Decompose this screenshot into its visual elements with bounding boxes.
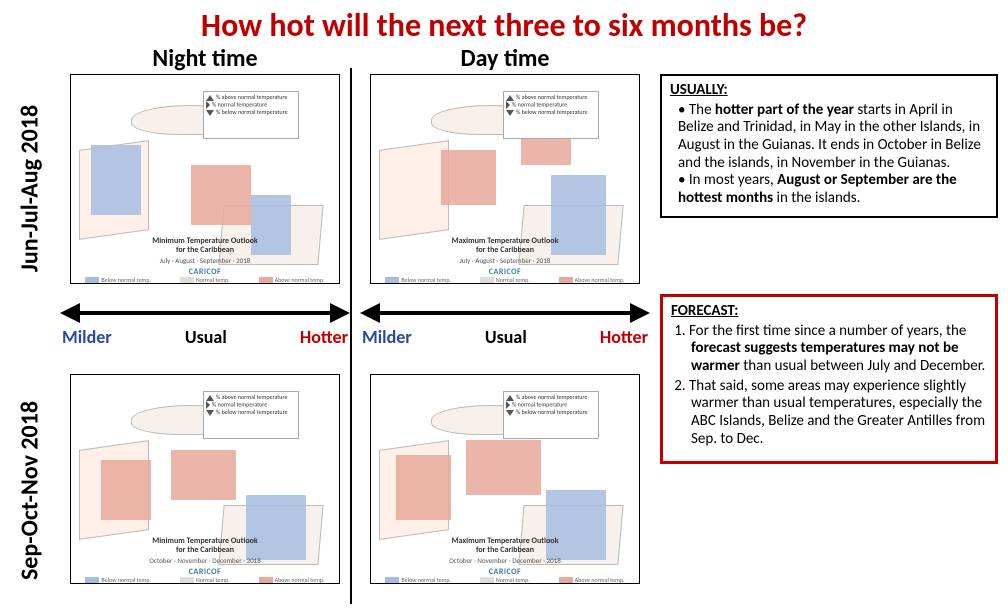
map-night-jja: % above normal temperature % normal temp…: [70, 74, 340, 284]
map-title: Maximum Temperature Outlookfor the Carib…: [371, 237, 639, 255]
col-header-day: Day time: [370, 44, 640, 73]
map-scale: Below normal temp. Normal temp. Above no…: [371, 575, 639, 585]
map-period: July · August · September · 2018: [71, 256, 339, 265]
label-milder: Milder: [62, 326, 112, 348]
column-divider: [350, 68, 352, 604]
usually-bullet-1: The hotter part of the year starts in Ap…: [678, 102, 988, 173]
map-title: Maximum Temperature Outlookfor the Carib…: [371, 537, 639, 555]
col-header-night: Night time: [70, 44, 340, 73]
row-label-son: Sep-Oct-Nov 2018: [16, 391, 45, 591]
map-title: Minimum Temperature Outlookfor the Carib…: [71, 237, 339, 255]
map-day-jja: % above normal temperature % normal temp…: [370, 74, 640, 284]
legend-box: % above normal temperature % normal temp…: [503, 391, 599, 439]
legend-box: % above normal temperature % normal temp…: [203, 91, 299, 139]
map-day-son: % above normal temperature % normal temp…: [370, 374, 640, 584]
page-title: How hot will the next three to six month…: [0, 0, 1008, 47]
map-period: July · August · September · 2018: [371, 256, 639, 265]
label-hotter: Hotter: [600, 326, 648, 348]
forecast-box: FORECAST: For the first time since a num…: [660, 294, 998, 464]
row-label-jja: Jun-Jul-Aug 2018: [16, 89, 45, 289]
usually-header: USUALLY:: [670, 82, 988, 100]
scale-arrow-day: Milder Usual Hotter: [360, 298, 650, 368]
map-scale: Below normal temp. Normal temp. Above no…: [71, 275, 339, 285]
usually-bullet-2: In most years, August or September are t…: [678, 172, 988, 207]
map-night-son: % above normal temperature % normal temp…: [70, 374, 340, 584]
label-usual: Usual: [185, 326, 227, 348]
scale-arrow-night: Milder Usual Hotter: [60, 298, 350, 368]
legend-box: % above normal temperature % normal temp…: [203, 391, 299, 439]
forecast-item-1: For the first time since a number of yea…: [689, 323, 987, 376]
map-period: October · November · December · 2018: [371, 556, 639, 565]
label-hotter: Hotter: [300, 326, 348, 348]
legend-box: % above normal temperature % normal temp…: [503, 91, 599, 139]
forecast-item-2: That said, some areas may experience sli…: [689, 378, 987, 449]
main-grid: Jun-Jul-Aug 2018 Sep-Oct-Nov 2018 Night …: [0, 44, 1008, 612]
usually-box: USUALLY: The hotter part of the year sta…: [660, 74, 998, 218]
map-scale: Below normal temp. Normal temp. Above no…: [71, 575, 339, 585]
map-scale: Below normal temp. Normal temp. Above no…: [371, 275, 639, 285]
map-title: Minimum Temperature Outlookfor the Carib…: [71, 537, 339, 555]
map-period: October · November · December · 2018: [71, 556, 339, 565]
forecast-header: FORECAST:: [671, 303, 987, 321]
label-milder: Milder: [362, 326, 412, 348]
label-usual: Usual: [485, 326, 527, 348]
